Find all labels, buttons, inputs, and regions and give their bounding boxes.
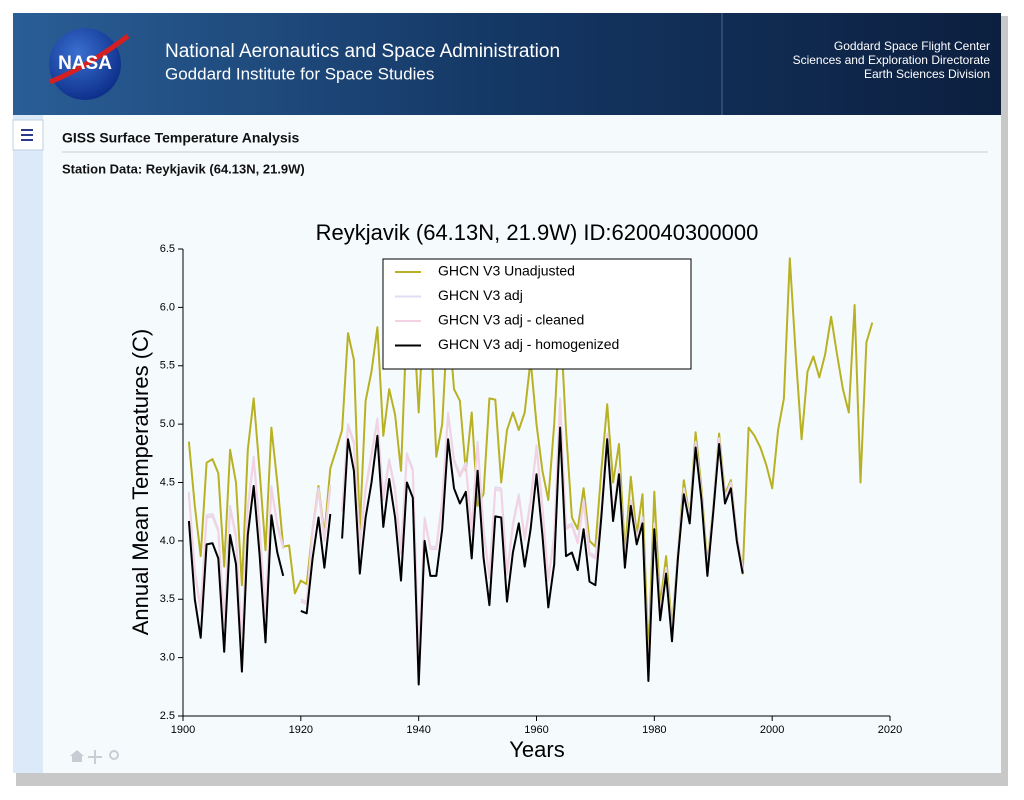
y-tick-label: 2.5: [160, 710, 175, 722]
frame: [13, 13, 1001, 773]
page-subtitle: Station Data: Reykjavik (64.13N, 21.9W): [62, 161, 305, 176]
x-tick-label: 1940: [406, 724, 430, 736]
header-right: Goddard Space Flight Center: [834, 39, 990, 53]
x-tick-label: 2000: [760, 724, 784, 736]
legend-label: GHCN V3 Unadjusted: [438, 263, 575, 279]
home-button[interactable]: [70, 750, 84, 762]
legend-label: GHCN V3 adj - cleaned: [438, 312, 584, 328]
legend-label: GHCN V3 adj: [438, 287, 523, 303]
y-tick-label: 5.0: [160, 418, 175, 430]
y-axis-label: Annual Mean Temperatures (C): [128, 329, 153, 636]
chart: Reykjavik (64.13N, 21.9W) ID:62004030000…: [128, 220, 902, 762]
logo-text: NASA: [58, 53, 112, 74]
logo-swoosh: [49, 34, 130, 85]
y-tick-label: 3.5: [160, 593, 175, 605]
header-bar: [13, 13, 1001, 115]
x-tick-label: 1920: [289, 724, 313, 736]
header-subtitle: Goddard Institute for Space Studies: [165, 64, 434, 83]
y-tick-label: 4.5: [160, 476, 175, 488]
y-tick-label: 4.0: [160, 535, 175, 547]
menu-icon: [21, 129, 33, 141]
x-tick-label: 1980: [642, 724, 666, 736]
legend-label: GHCN V3 adj - homogenized: [438, 336, 619, 352]
menu-button[interactable]: [12, 119, 44, 151]
header-title: National Aeronautics and Space Administr…: [165, 41, 560, 62]
y-tick-label: 6.0: [160, 301, 175, 313]
zoom-button[interactable]: [109, 750, 119, 760]
page-title: GISS Surface Temperature Analysis: [62, 130, 300, 146]
chart-title: Reykjavik (64.13N, 21.9W) ID:62004030000…: [316, 220, 759, 245]
pan-button[interactable]: [88, 750, 102, 764]
y-tick-label: 5.5: [160, 360, 175, 372]
series-line: [187, 426, 744, 686]
y-tick-label: 6.5: [160, 243, 175, 255]
plot-toolbar: [70, 750, 119, 764]
y-tick-label: 3.0: [160, 652, 175, 664]
sidebar: [13, 115, 43, 773]
legend-box: [382, 258, 692, 370]
x-axis-label: Years: [509, 737, 564, 762]
header-right: Earth Sciences Division: [864, 67, 990, 81]
x-tick-label: 1960: [524, 724, 548, 736]
header-right: Sciences and Exploration Directorate: [793, 53, 991, 67]
x-tick-label: 2020: [878, 724, 902, 736]
x-tick-label: 1900: [171, 724, 195, 736]
